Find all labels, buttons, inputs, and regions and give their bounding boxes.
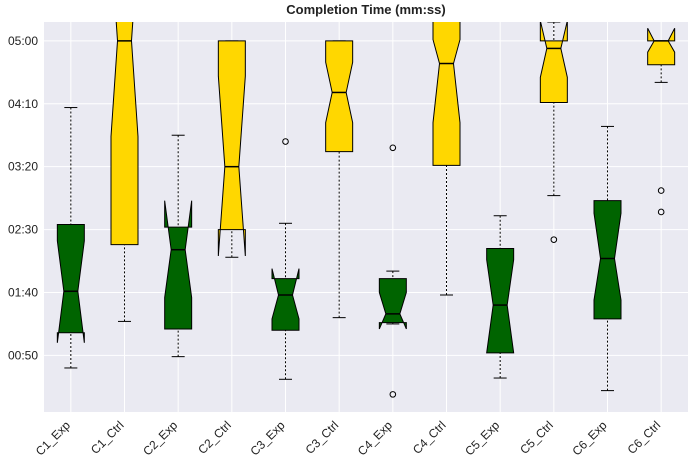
plot-area xyxy=(44,22,688,412)
y-tick-label: 01:40 xyxy=(8,285,38,299)
box xyxy=(378,278,407,330)
y-tick-label: 03:20 xyxy=(8,160,38,174)
y-tick-label: 02:30 xyxy=(8,223,38,237)
box xyxy=(325,40,354,153)
outlier xyxy=(389,144,397,152)
outlier xyxy=(389,391,397,398)
x-tick-label: C6_Exp xyxy=(570,418,610,458)
box xyxy=(217,40,246,257)
x-tick-label: C2_Ctrl xyxy=(195,418,234,457)
box xyxy=(56,224,85,343)
outlier xyxy=(657,208,665,216)
chart-title: Completion Time (mm:ss) xyxy=(286,2,445,17)
box xyxy=(110,22,139,246)
box xyxy=(486,247,515,354)
outlier xyxy=(550,236,558,243)
x-tick-label: C2_Exp xyxy=(140,418,180,458)
x-tick-label: C4_Exp xyxy=(355,418,395,458)
box xyxy=(539,22,568,104)
outlier xyxy=(657,187,665,194)
x-tick-label: C4_Ctrl xyxy=(410,418,449,457)
box xyxy=(271,268,300,331)
box xyxy=(164,200,193,330)
x-tick-label: C1_Ctrl xyxy=(88,418,127,457)
plot xyxy=(44,22,688,412)
y-tick-label: 00:50 xyxy=(8,348,38,362)
x-tick-label: C5_Ctrl xyxy=(517,418,556,457)
y-tick-label: 04:10 xyxy=(8,97,38,111)
box xyxy=(647,28,676,66)
x-tick-label: C5_Exp xyxy=(462,418,502,458)
box xyxy=(593,200,622,320)
outlier xyxy=(282,138,289,145)
x-tick-label: C6_Ctrl xyxy=(625,418,664,457)
x-tick-label: C3_Exp xyxy=(248,418,288,458)
x-tick-label: C3_Ctrl xyxy=(303,418,342,457)
y-tick-label: 05:00 xyxy=(8,34,38,48)
x-tick-label: C1_Exp xyxy=(33,418,73,458)
box xyxy=(432,22,461,166)
